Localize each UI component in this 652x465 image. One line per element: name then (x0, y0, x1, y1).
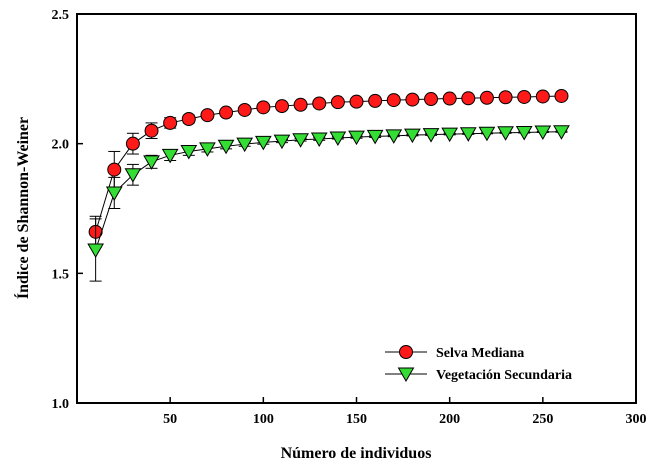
data-point (143, 155, 160, 170)
data-point (368, 93, 383, 108)
data-point (310, 132, 328, 147)
axis-ticks: 50 100 150 200 250 300 1.0 1.5 2.0 2.5 (52, 8, 647, 427)
data-point (534, 125, 552, 140)
series-line (95, 95, 562, 232)
series (88, 88, 569, 248)
data-point (515, 126, 533, 141)
data-point (292, 133, 309, 148)
x-tick-label: 50 (163, 412, 177, 427)
data-point (385, 129, 403, 144)
x-tick-label: 200 (439, 412, 460, 427)
data-point (517, 89, 532, 104)
data-point (256, 100, 271, 115)
data-point (424, 92, 439, 107)
y-tick-label: 1.0 (52, 397, 70, 412)
data-point (254, 135, 272, 151)
data-point (237, 102, 252, 117)
data-point (293, 97, 308, 112)
data-point (554, 88, 569, 103)
series-layer (87, 88, 570, 282)
y-tick-label: 2.0 (52, 138, 70, 153)
data-point (161, 148, 179, 164)
data-point (163, 115, 178, 130)
data-point (497, 126, 514, 141)
data-point (105, 186, 123, 201)
data-point (366, 129, 384, 145)
data-point (348, 130, 365, 146)
legend-marker (397, 367, 415, 383)
legend: Selva Mediana Vegetación Secundaria (385, 345, 572, 383)
legend-label: Selva Mediana (436, 346, 524, 361)
x-tick-label: 150 (346, 412, 367, 427)
data-point (404, 128, 421, 144)
data-point (107, 162, 122, 177)
data-point (273, 134, 291, 150)
data-point (330, 95, 345, 110)
y-tick-label: 1.5 (52, 267, 70, 282)
data-point (478, 126, 496, 142)
data-point (200, 108, 215, 123)
y-tick-label: 2.5 (52, 8, 70, 23)
data-point (349, 94, 364, 109)
data-point (217, 139, 235, 155)
data-point (405, 92, 420, 107)
data-point (479, 90, 494, 105)
data-point (312, 96, 327, 111)
plot-frame (76, 13, 637, 404)
data-point (329, 131, 347, 146)
legend-label: Vegetación Secundaria (436, 368, 572, 383)
data-point (124, 168, 142, 183)
data-point (219, 105, 234, 120)
x-tick-label: 100 (253, 412, 274, 427)
data-point (199, 142, 216, 157)
data-point (236, 137, 254, 153)
data-point (461, 91, 476, 106)
data-point (87, 243, 104, 258)
data-point (144, 123, 159, 138)
data-point (442, 91, 457, 106)
data-point (535, 89, 550, 104)
data-point (386, 93, 401, 108)
x-axis-title: Número de individuos (281, 445, 432, 462)
series (87, 125, 570, 282)
data-point (459, 127, 477, 142)
data-point (422, 128, 440, 143)
data-point (498, 90, 513, 105)
x-tick-label: 300 (626, 412, 647, 427)
data-point (274, 99, 289, 114)
y-axis-title: Índice de Shannon-Weiner (13, 117, 32, 299)
data-point (553, 125, 570, 140)
data-point (441, 127, 459, 143)
x-tick-label: 250 (532, 412, 553, 427)
data-point (180, 144, 198, 160)
data-point (181, 112, 196, 127)
legend-marker (399, 345, 413, 359)
data-point (125, 136, 140, 151)
